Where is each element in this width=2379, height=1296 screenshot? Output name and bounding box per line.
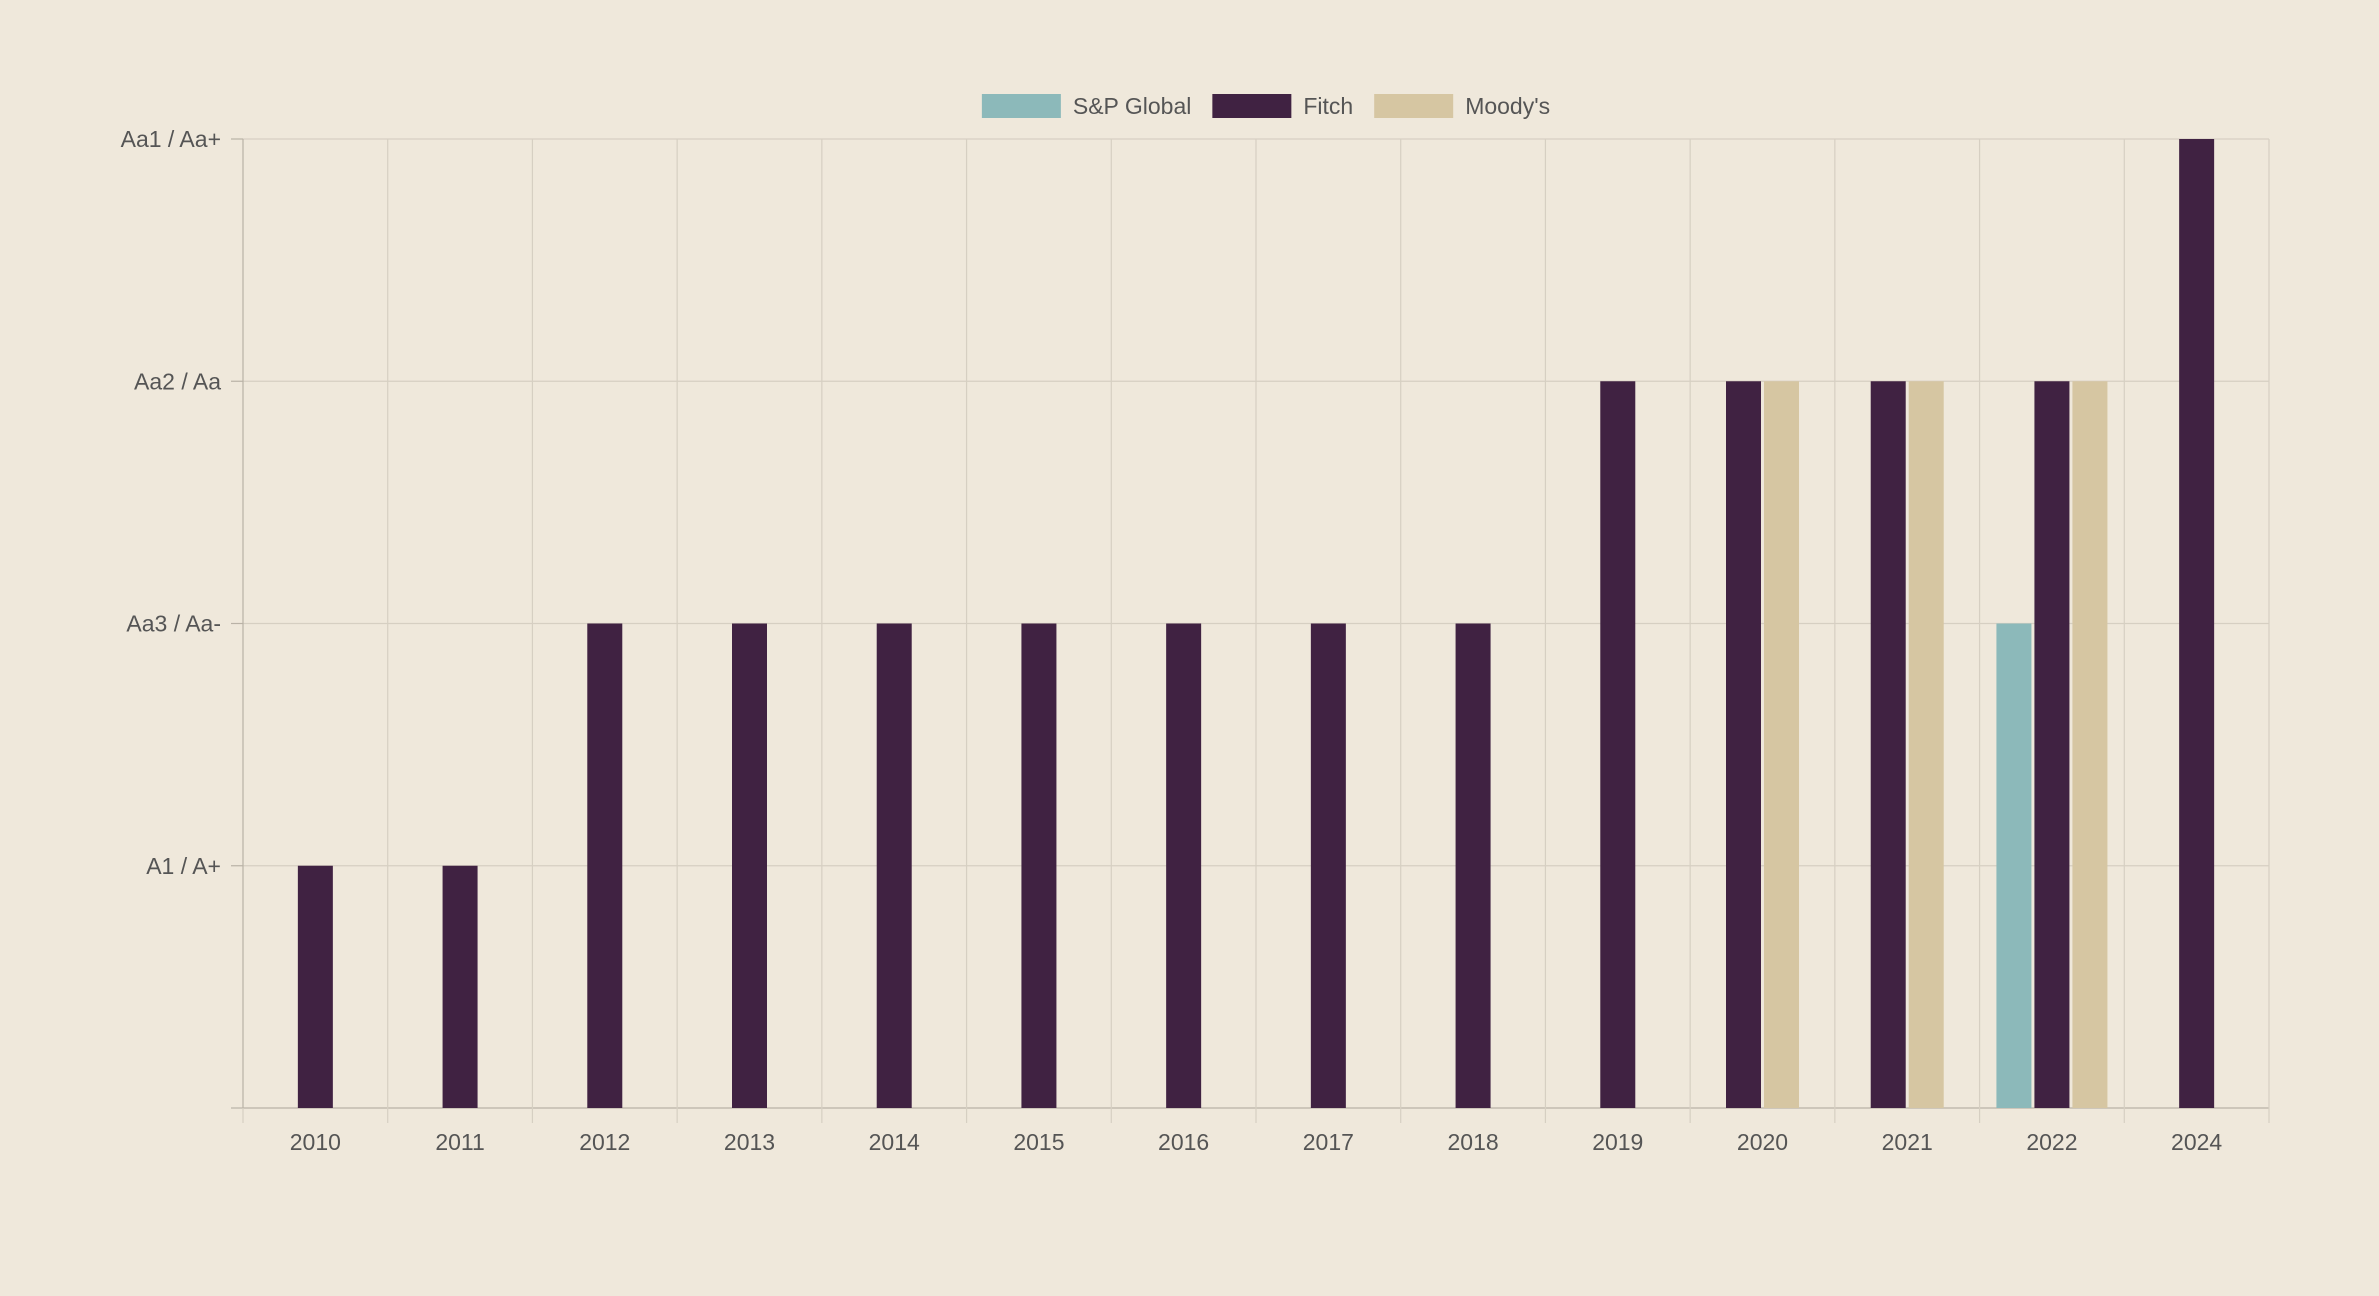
legend-swatch-s-p-global xyxy=(981,94,1061,118)
bar-moody-s-2022 xyxy=(2072,381,2108,1108)
x-tick-label: 2018 xyxy=(1447,1129,1498,1155)
bar-moody-s-2021 xyxy=(1908,381,1944,1108)
legend-label-fitch: Fitch xyxy=(1303,93,1353,119)
x-tick-label: 2017 xyxy=(1303,1129,1354,1155)
legend-label-s-p-global: S&P Global xyxy=(1073,93,1191,119)
bar-fitch-2017 xyxy=(1310,623,1346,1108)
x-tick-label: 2016 xyxy=(1158,1129,1209,1155)
x-tick-label: 2014 xyxy=(869,1129,920,1155)
bar-fitch-2018 xyxy=(1455,623,1491,1108)
tick-labels: A1 / A+ Aa3 / Aa- Aa2 / Aa Aa1 / Aa+ 2010 201… xyxy=(121,126,2223,1155)
grid-lines xyxy=(243,138,2270,1109)
x-tick-label: 2022 xyxy=(2026,1129,2077,1155)
y-tick-label: Aa1 / Aa+ xyxy=(121,126,221,152)
bar-fitch-2022 xyxy=(2034,381,2070,1108)
bar-fitch-2020 xyxy=(1726,381,1761,1108)
x-tick-label: 2015 xyxy=(1013,1129,1064,1155)
x-tick-label: 2010 xyxy=(290,1129,341,1155)
x-tick-label: 2020 xyxy=(1737,1129,1788,1155)
bar-fitch-2019 xyxy=(1600,381,1636,1108)
bar-s-p-global-2022 xyxy=(1996,623,2032,1108)
bar-moody-s-2020 xyxy=(1764,381,1799,1108)
y-tick-label: Aa3 / Aa- xyxy=(126,611,221,637)
y-tick-label: A1 / A+ xyxy=(146,853,221,879)
x-tick-label: 2012 xyxy=(579,1129,630,1155)
legend: S&P Global Fitch Moody's xyxy=(981,93,1550,119)
bar-fitch-2014 xyxy=(876,623,912,1108)
x-tick-label: 2024 xyxy=(2171,1129,2222,1155)
y-tick-label: Aa2 / Aa xyxy=(134,368,221,394)
legend-swatch-moody-s xyxy=(1374,94,1454,118)
axes xyxy=(231,138,2270,1123)
x-tick-label: 2011 xyxy=(435,1129,484,1155)
legend-label-moody-s: Moody's xyxy=(1465,93,1550,119)
bar-fitch-2010 xyxy=(297,865,333,1108)
bar-fitch-2013 xyxy=(732,623,767,1108)
bar-fitch-2016 xyxy=(1166,623,1202,1108)
x-tick-label: 2013 xyxy=(724,1129,775,1155)
bar-fitch-2012 xyxy=(587,623,623,1108)
x-tick-label: 2021 xyxy=(1882,1129,1933,1155)
bar-fitch-2024 xyxy=(2179,139,2215,1108)
x-tick-label: 2019 xyxy=(1592,1129,1643,1155)
legend-swatch-fitch xyxy=(1212,94,1292,118)
bar-fitch-2011 xyxy=(442,865,478,1108)
bar-fitch-2021 xyxy=(1870,381,1906,1108)
bar-fitch-2015 xyxy=(1021,623,1057,1108)
bars xyxy=(297,139,2215,1108)
